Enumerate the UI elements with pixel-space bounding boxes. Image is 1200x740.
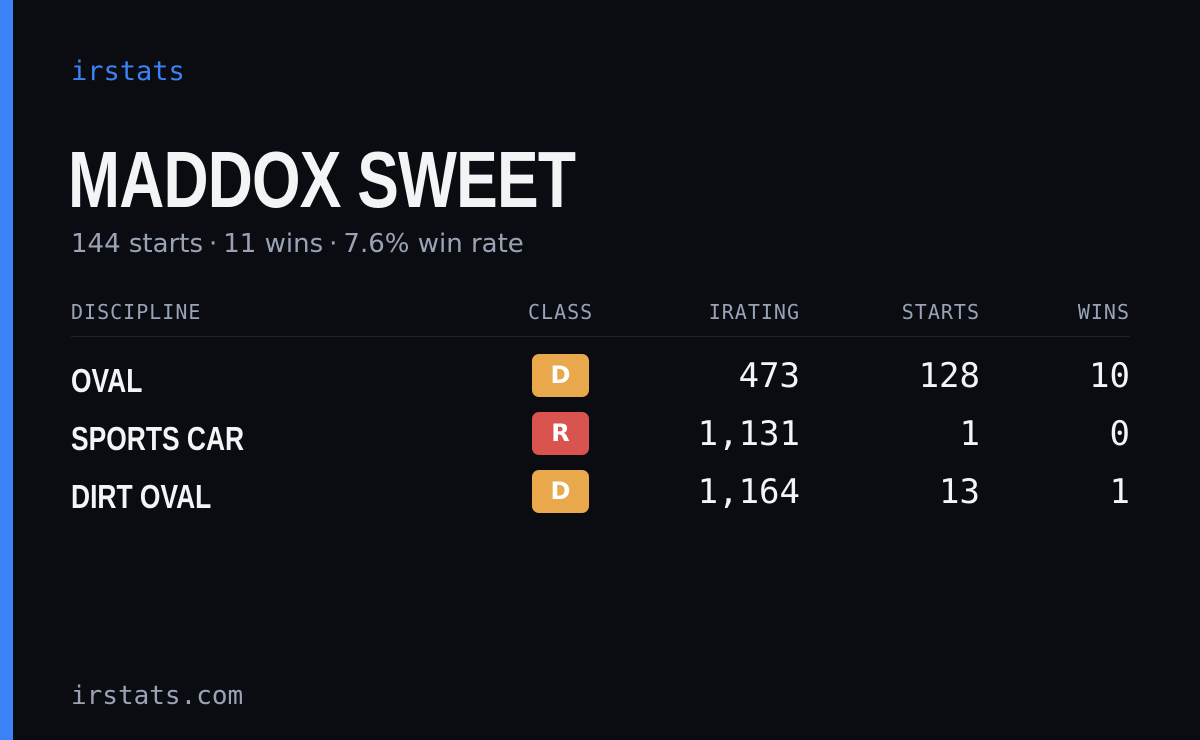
discipline-name: DIRT OVAL — [71, 478, 212, 515]
table-row: OVAL D 473 128 10 — [71, 354, 1130, 400]
starts-value: 13 — [939, 472, 980, 512]
separator: · — [209, 229, 218, 259]
table-row: DIRT OVAL D 1,164 13 1 — [71, 470, 1130, 516]
wins-summary: 11 wins — [223, 229, 324, 259]
table-row: SPORTS CAR R 1,131 1 0 — [71, 412, 1130, 458]
irating-value: 1,164 — [697, 472, 800, 512]
table-header-row: DISCIPLINE CLASS IRATING STARTS WINS — [71, 296, 1130, 337]
header-class: CLASS — [528, 300, 594, 324]
discipline-stats-table: DISCIPLINE CLASS IRATING STARTS WINS OVA… — [71, 296, 1130, 515]
irating-value: 1,131 — [697, 414, 800, 454]
header-discipline: DISCIPLINE — [71, 300, 202, 324]
brand-logo-text: irstats — [71, 56, 185, 87]
wins-value: 1 — [1109, 472, 1130, 512]
irating-value: 473 — [738, 356, 800, 396]
wins-value: 0 — [1109, 414, 1130, 454]
accent-bar — [0, 0, 13, 740]
separator: · — [329, 229, 338, 259]
header-irating: IRATING — [708, 300, 800, 324]
player-name: MADDOX SWEET — [68, 135, 576, 224]
footer-site-url: irstats.com — [71, 681, 244, 711]
starts-value: 128 — [918, 356, 980, 396]
win-rate-summary: 7.6% win rate — [343, 229, 524, 259]
player-summary: 144 starts · 11 wins · 7.6% win rate — [71, 229, 524, 259]
starts-summary: 144 starts — [71, 229, 203, 259]
license-class-badge: R — [532, 412, 589, 455]
starts-value: 1 — [959, 414, 980, 454]
header-wins: WINS — [1077, 300, 1130, 324]
wins-value: 10 — [1089, 356, 1130, 396]
discipline-name: SPORTS CAR — [71, 420, 245, 457]
license-class-badge: D — [532, 354, 589, 397]
license-class-badge: D — [532, 470, 589, 513]
discipline-name: OVAL — [71, 362, 143, 399]
header-starts: STARTS — [901, 300, 980, 324]
